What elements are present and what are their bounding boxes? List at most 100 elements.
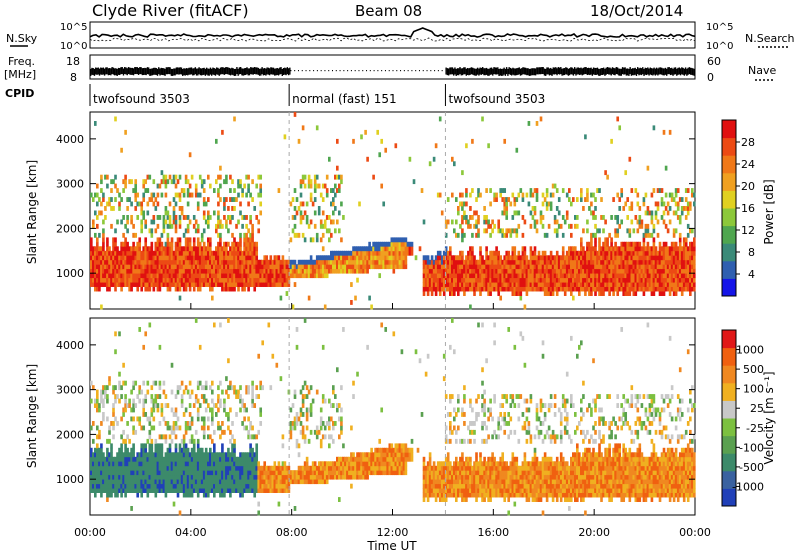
velocity-cell [94,403,97,408]
power-cell [517,273,521,279]
velocity-cell [219,461,222,467]
freq-bar [117,67,120,75]
velocity-cell [120,447,123,453]
power-cell [134,273,138,279]
velocity-cell [142,483,146,489]
power-cell [436,273,440,279]
velocity-cell [221,452,224,458]
power-cell [196,286,200,292]
velocity-cell [116,452,119,458]
power-cell [98,255,101,261]
power-cell [227,255,230,261]
velocity-cell [98,452,101,458]
power-cell [334,183,337,189]
power-cell [156,183,160,189]
power-cell [444,232,448,238]
power-cell [519,291,523,296]
velocity-cell [94,456,97,462]
power-cell [459,223,462,229]
power-cell [686,246,690,252]
power-cell [174,259,178,265]
power-cell [221,246,224,252]
power-cell [406,241,410,247]
power-cell [513,255,517,261]
power-cell [116,246,119,252]
velocity-cell [100,483,103,489]
power-cell [467,264,470,270]
velocity-cell [136,452,140,458]
power-cell [227,215,230,220]
power-cell [557,197,561,202]
power-cell [136,250,140,256]
velocity-cell [106,398,109,404]
power-cell [130,246,133,252]
power-cell [503,259,507,265]
power-cell [172,277,176,283]
power-cell [255,268,259,274]
freq-bar [495,67,498,75]
freq-bar [192,68,194,76]
power-cell [453,277,456,283]
power-cell [315,255,319,261]
power-cell [247,228,250,234]
freq-mark [350,70,352,72]
power-cell [616,192,620,198]
power-cell [600,282,603,287]
power-cell [336,264,339,270]
power-cell [485,277,488,283]
power-cell [380,246,384,252]
power-cell [126,219,129,225]
power-cell [285,259,289,265]
power-cell [398,259,402,265]
freq-mark [301,70,303,72]
power-cell [301,174,305,180]
freq-bar [524,67,527,75]
power-cell [461,206,464,211]
power-cell [144,246,148,252]
power-cell [503,273,507,279]
freq-bar [132,68,135,76]
power-cell [307,264,311,270]
power-cell [519,255,523,261]
power-cell [610,237,613,243]
velocity-cell [160,474,164,480]
velocity-cell [160,447,164,453]
velocity-cell [176,452,180,458]
power-cell [576,255,579,261]
power-cell [134,264,138,270]
power-cell [489,259,492,265]
freq-bar [523,67,525,75]
velocity-cell [162,456,166,462]
freq-bar [170,68,173,76]
velocity-cell [166,403,170,408]
power-cell [549,268,553,274]
power-cell [481,259,484,265]
velocity-cell [186,470,190,476]
power-cell [100,264,103,270]
power-cell [265,282,269,287]
power-cell [233,268,236,274]
velocity-cell [90,398,93,404]
power-cell [539,210,543,216]
power-cell [618,259,622,265]
power-cell [142,210,146,216]
power-cell [650,291,654,296]
freq-bar [276,67,278,75]
power-cell [170,223,174,229]
power-cell [477,259,480,265]
freq-bar [500,68,503,76]
power-cell [144,179,148,185]
velocity-cell [120,470,123,476]
power-cell [644,246,648,252]
power-cell [455,264,458,270]
velocity-cell [176,483,180,489]
velocity-cell [148,456,152,462]
power-cell [128,268,131,274]
power-cell [386,241,390,247]
power-cell [362,250,365,256]
velocity-cell [122,488,125,493]
velocity-cell [124,474,127,480]
power-cell [152,259,156,265]
power-cell [315,125,319,131]
power-cell [664,206,668,211]
